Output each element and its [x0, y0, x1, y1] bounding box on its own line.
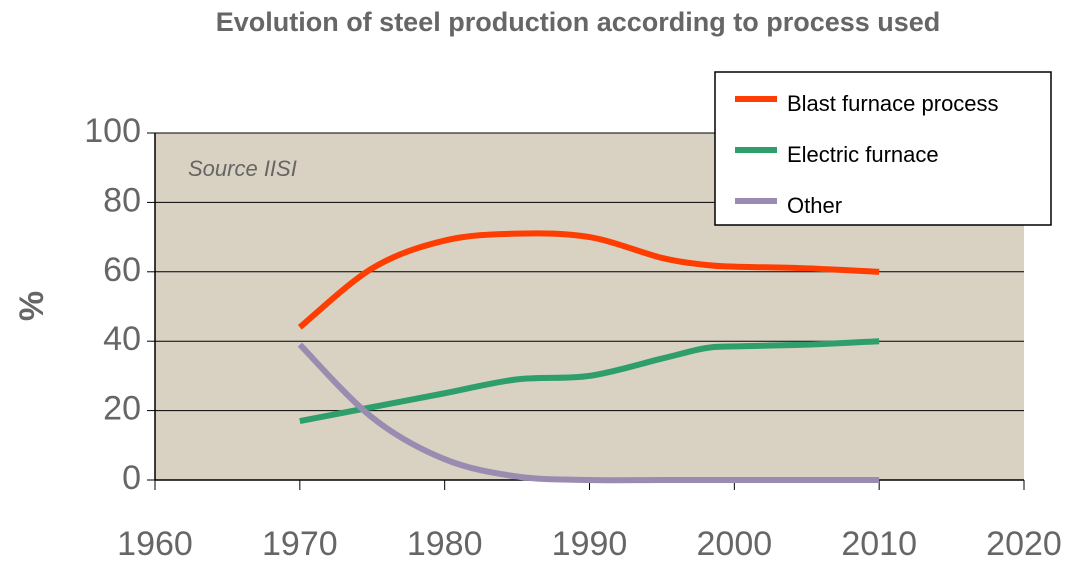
data-line [297, 230, 880, 330]
x-tick-label: 2010 [841, 525, 917, 563]
x-tick-label: 2000 [697, 525, 773, 563]
y-tick-label: 80 [103, 181, 141, 219]
x-tick-label: 1970 [262, 525, 338, 563]
y-tick-label: 0 [122, 459, 141, 497]
x-tick-label: 1960 [117, 525, 193, 563]
legend-label: Blast furnace process [787, 91, 999, 116]
x-tick-label: 1980 [407, 525, 483, 563]
y-tick-label: 40 [103, 320, 141, 358]
y-axis-label: % [13, 291, 51, 321]
legend-label: Other [787, 193, 842, 218]
y-tick-label: 60 [103, 251, 141, 289]
legend-label: Electric furnace [787, 142, 939, 167]
x-tick-label: 2020 [986, 525, 1062, 563]
annotation: Source IISI [188, 156, 297, 181]
data-line [299, 338, 880, 424]
y-tick-label: 20 [103, 390, 141, 428]
y-tick-label: 100 [84, 112, 141, 150]
data-line [297, 342, 880, 484]
chart-title: Evolution of steel production according … [216, 7, 941, 37]
x-tick-label: 1990 [552, 525, 628, 563]
